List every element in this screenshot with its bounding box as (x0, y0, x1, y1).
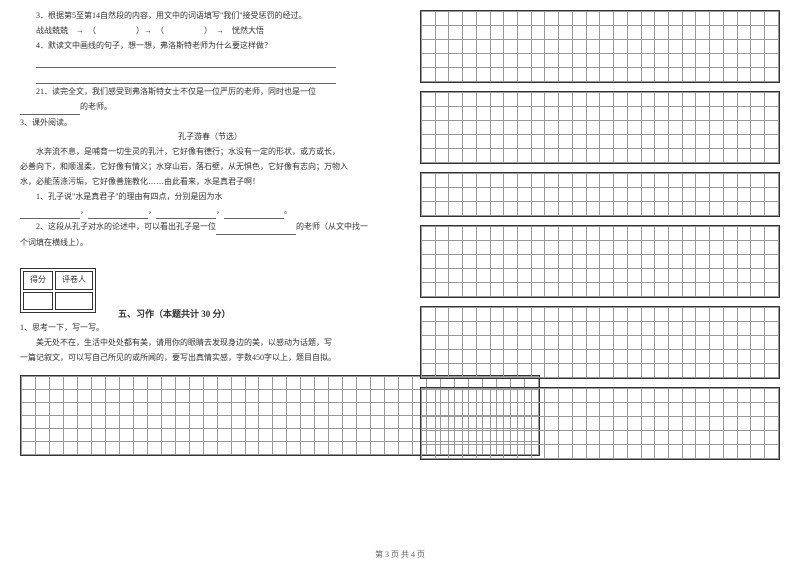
grid-3 (421, 173, 779, 216)
para-3: 水，必能荡涤污垢，它好像善施教化……由此看来，水是真君子啊！ (20, 176, 400, 189)
page-footer: 第 3 页 共 4 页 (0, 549, 800, 560)
grid-box-1 (420, 10, 780, 83)
grid-box-3 (420, 172, 780, 217)
grader-cell (55, 292, 93, 311)
para-2: 必善向下，和顺温柔，它好像有情义；水穿山岩，落石壁，从无惧色，它好像有志向；万物… (20, 161, 400, 174)
grid-2 (421, 92, 779, 163)
writing-3: 一篇记叙文，可以写自己所见的或所闻的，要写出真情实感，字数450字以上，题目自拟… (20, 352, 400, 365)
question-3-fill: 战战兢兢 → （ ）→ （ ） → 恍然大悟 (20, 25, 400, 38)
question-21-suffix: 的老师。 (20, 101, 400, 115)
sq2a: 2、这段从孔子对水的论述中，可以看出孔子是一位 (36, 222, 216, 231)
left-column: 3．根据第5至第14自然段的内容，用文中的词语填写"我们"接受惩罚的经过。 战战… (20, 10, 400, 468)
score-cell (23, 292, 53, 311)
grid-1 (421, 11, 779, 82)
grid-box-5 (420, 306, 780, 379)
sq2b: 的老师（从文中找一 (296, 222, 368, 231)
para-1: 水奔流不息，是哺育一切生灵的乳汁，它好像有德行；水没有一定的形状，或方或长， (20, 146, 400, 159)
blank-line-3: ， ， ， 。 (20, 205, 400, 219)
writing-2: 美无处不在，生活中处处都有美，请用你的眼睛去发现身边的美，以感动为话题，写 (20, 337, 400, 350)
grid-box-2 (420, 91, 780, 164)
page-container: 3．根据第5至第14自然段的内容，用文中的词语填写"我们"接受惩罚的经过。 战战… (0, 0, 800, 478)
grid-box-6 (420, 387, 780, 460)
right-column (420, 10, 780, 468)
grid-4 (421, 226, 779, 297)
blank-line-2 (20, 70, 400, 84)
grid-5 (421, 307, 779, 378)
sub-q2: 2、这段从孔子对水的论述中，可以看出孔子是一位 的老师（从文中找一 (20, 221, 400, 235)
kongzi-title: 孔子游春（节选） (20, 131, 400, 144)
section-5-title: 五、习作（本题共计 30 分） (118, 307, 231, 321)
writing-1: 1、思考一下，写一写。 (20, 322, 400, 335)
blank-line-1 (20, 54, 400, 68)
grid-box-4 (420, 225, 780, 298)
q21-suffix-text: 的老师。 (80, 102, 112, 111)
sub-q1: 1、孔子说"水是真君子"的理由有四点，分别是因为水 (20, 191, 400, 204)
question-3: 3．根据第5至第14自然段的内容，用文中的词语填写"我们"接受惩罚的经过。 (20, 10, 400, 23)
grader-label: 评卷人 (55, 271, 93, 290)
score-table: 得分 评卷人 (20, 268, 96, 314)
question-4: 4．默读文中画线的句子，想一想，弗洛斯特老师为什么要这样做？ (20, 40, 400, 53)
score-section: 得分 评卷人 五、习作（本题共计 30 分） (20, 260, 400, 322)
grid-6 (421, 388, 779, 459)
score-label: 得分 (23, 271, 53, 290)
section-3: 3、课外阅读。 (20, 117, 400, 130)
sub-q2c: 个词填在横线上）。 (20, 237, 400, 250)
question-21: 21．读完全文，我们感受到弗洛斯特女士不仅是一位严厉的老师，同时也是一位 (20, 86, 400, 99)
